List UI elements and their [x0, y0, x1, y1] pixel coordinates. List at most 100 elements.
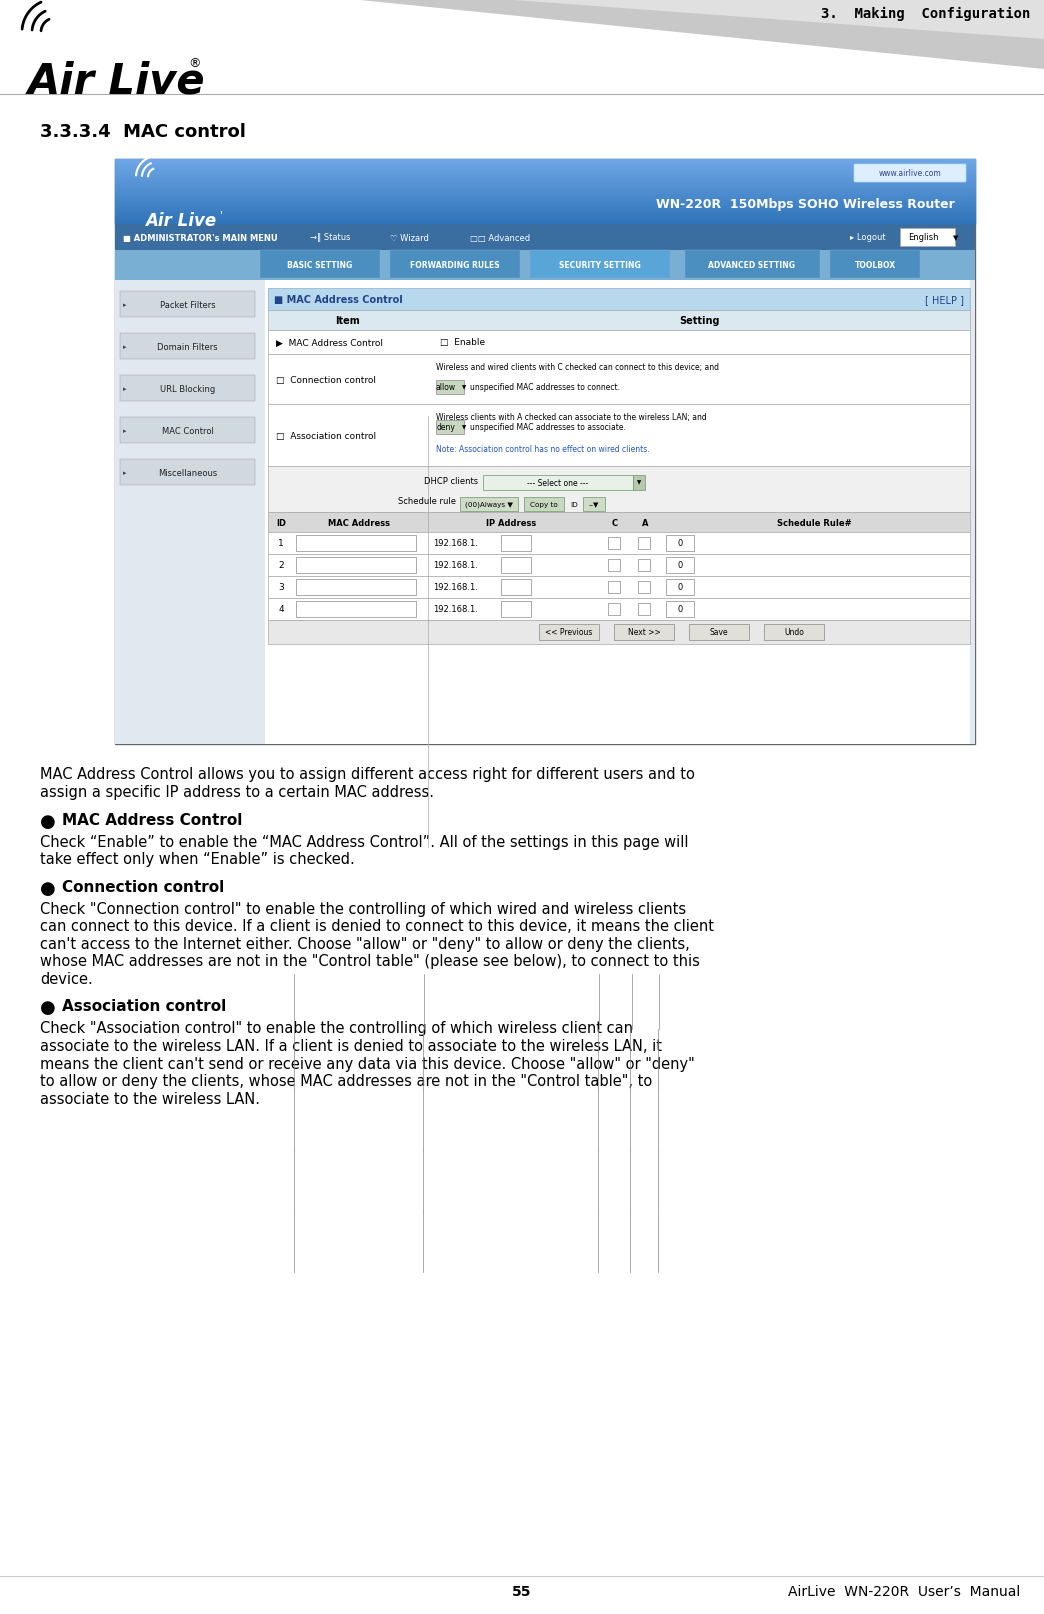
- Polygon shape: [350, 0, 1044, 69]
- Text: can connect to this device. If a client is denied to connect to this device, it : can connect to this device. If a client …: [40, 918, 714, 935]
- Bar: [638, 581, 650, 594]
- Bar: [120, 460, 255, 486]
- Polygon shape: [500, 0, 1044, 40]
- Text: associate to the wireless LAN.: associate to the wireless LAN.: [40, 1091, 260, 1106]
- Text: 3.3.3.4  MAC control: 3.3.3.4 MAC control: [40, 123, 246, 140]
- Bar: [268, 312, 970, 331]
- Bar: [666, 602, 694, 618]
- Bar: [120, 334, 255, 360]
- Bar: [638, 560, 650, 571]
- Text: Packet Filters: Packet Filters: [160, 300, 215, 310]
- Bar: [436, 381, 464, 395]
- Text: Note: Association control has no effect on wired clients.: Note: Association control has no effect …: [436, 445, 649, 454]
- Bar: [614, 625, 674, 641]
- Text: unspecified MAC addresses to associate.: unspecified MAC addresses to associate.: [470, 423, 625, 433]
- Bar: [501, 579, 531, 596]
- Text: ▼: ▼: [953, 236, 958, 240]
- Text: << Previous: << Previous: [545, 628, 593, 638]
- Bar: [296, 558, 416, 573]
- Bar: [900, 229, 955, 247]
- Text: ▼: ▼: [462, 386, 467, 391]
- Text: to allow or deny the clients, whose MAC addresses are not in the "Control table": to allow or deny the clients, whose MAC …: [40, 1073, 652, 1088]
- Text: assign a specific IP address to a certain MAC address.: assign a specific IP address to a certai…: [40, 784, 434, 799]
- Text: means the client can't send or receive any data via this device. Choose "allow" : means the client can't send or receive a…: [40, 1056, 694, 1070]
- Text: ADVANCED SETTING: ADVANCED SETTING: [709, 261, 796, 270]
- Text: Association control: Association control: [62, 999, 227, 1014]
- Text: Check "Association control" to enable the controlling of which wireless client c: Check "Association control" to enable th…: [40, 1022, 633, 1036]
- Text: 55: 55: [513, 1583, 531, 1598]
- Text: Connection control: Connection control: [62, 880, 224, 894]
- Text: IP Address: IP Address: [485, 518, 537, 528]
- Text: 3: 3: [278, 583, 284, 592]
- Text: 192.168.1.: 192.168.1.: [433, 605, 478, 613]
- Text: 192.168.1.: 192.168.1.: [433, 562, 478, 570]
- Text: ▼: ▼: [637, 481, 641, 486]
- Bar: [608, 604, 620, 615]
- Bar: [666, 536, 694, 552]
- Text: allow: allow: [436, 383, 456, 392]
- Bar: [608, 581, 620, 594]
- Bar: [524, 497, 564, 512]
- Bar: [666, 558, 694, 573]
- Text: □  Connection control: □ Connection control: [276, 376, 376, 384]
- Bar: [608, 537, 620, 550]
- Text: can't access to the Internet either. Choose "allow" or "deny" to allow or deny t: can't access to the Internet either. Cho…: [40, 936, 690, 951]
- Text: 192.168.1.: 192.168.1.: [433, 583, 478, 592]
- Text: Wireless clients with A checked can associate to the wireless LAN; and: Wireless clients with A checked can asso…: [436, 413, 707, 421]
- Text: Air Live: Air Live: [28, 60, 206, 102]
- Bar: [268, 466, 970, 513]
- Text: □  Association control: □ Association control: [276, 431, 376, 441]
- Bar: [268, 289, 970, 312]
- Text: BASIC SETTING: BASIC SETTING: [287, 261, 353, 270]
- Bar: [260, 250, 380, 279]
- Text: TOOLBOX: TOOLBOX: [854, 261, 896, 270]
- Bar: [460, 497, 518, 512]
- Text: ®: ®: [188, 56, 200, 69]
- Bar: [120, 292, 255, 318]
- Text: ■ MAC Address Control: ■ MAC Address Control: [274, 295, 403, 305]
- Text: MAC Address Control: MAC Address Control: [62, 812, 242, 828]
- Text: www.airlive.com: www.airlive.com: [879, 169, 942, 179]
- Bar: [501, 602, 531, 618]
- Text: ▸: ▸: [123, 428, 126, 434]
- Bar: [296, 579, 416, 596]
- Text: associate to the wireless LAN. If a client is denied to associate to the wireles: associate to the wireless LAN. If a clie…: [40, 1038, 662, 1054]
- Bar: [120, 418, 255, 444]
- Text: 3.  Making  Configuration: 3. Making Configuration: [821, 6, 1030, 21]
- Bar: [764, 625, 824, 641]
- Bar: [633, 476, 645, 491]
- Bar: [830, 250, 920, 279]
- Text: WN-220R  150Mbps SOHO Wireless Router: WN-220R 150Mbps SOHO Wireless Router: [657, 199, 955, 211]
- Text: [ HELP ]: [ HELP ]: [925, 295, 964, 305]
- Text: 0: 0: [678, 583, 683, 592]
- Text: unspecified MAC addresses to connect.: unspecified MAC addresses to connect.: [470, 383, 620, 392]
- Bar: [530, 250, 670, 279]
- Text: device.: device.: [40, 972, 93, 986]
- Bar: [268, 331, 970, 355]
- Text: FORWARDING RULES: FORWARDING RULES: [410, 261, 500, 270]
- Text: ▸ Logout: ▸ Logout: [850, 234, 885, 242]
- Text: URL Blocking: URL Blocking: [160, 384, 215, 394]
- Bar: [265, 281, 970, 744]
- Text: Miscellaneous: Miscellaneous: [158, 468, 217, 478]
- Bar: [296, 536, 416, 552]
- Text: ●: ●: [40, 999, 55, 1017]
- Text: Check “Enable” to enable the “MAC Address Control”. All of the settings in this : Check “Enable” to enable the “MAC Addres…: [40, 834, 688, 849]
- Bar: [115, 224, 975, 250]
- Text: ▸: ▸: [123, 302, 126, 308]
- Bar: [268, 355, 970, 405]
- Text: MAC Address Control allows you to assign different access right for different us: MAC Address Control allows you to assign…: [40, 767, 695, 781]
- Text: Item: Item: [335, 316, 360, 326]
- Bar: [120, 376, 255, 402]
- Text: A: A: [642, 518, 648, 528]
- Text: ■ ADMINISTRATOR's MAIN MENU: ■ ADMINISTRATOR's MAIN MENU: [123, 234, 278, 242]
- Bar: [583, 497, 606, 512]
- Text: Wireless and wired clients with C checked can connect to this device; and: Wireless and wired clients with C checke…: [436, 363, 719, 371]
- Text: 0: 0: [678, 562, 683, 570]
- Text: (00)Always ▼: (00)Always ▼: [465, 502, 513, 508]
- Bar: [268, 513, 970, 533]
- Bar: [483, 476, 633, 491]
- Text: Check "Connection control" to enable the controlling of which wired and wireless: Check "Connection control" to enable the…: [40, 902, 686, 917]
- Bar: [268, 533, 970, 555]
- Text: AirLive  WN-220R  User’s  Manual: AirLive WN-220R User’s Manual: [788, 1583, 1020, 1598]
